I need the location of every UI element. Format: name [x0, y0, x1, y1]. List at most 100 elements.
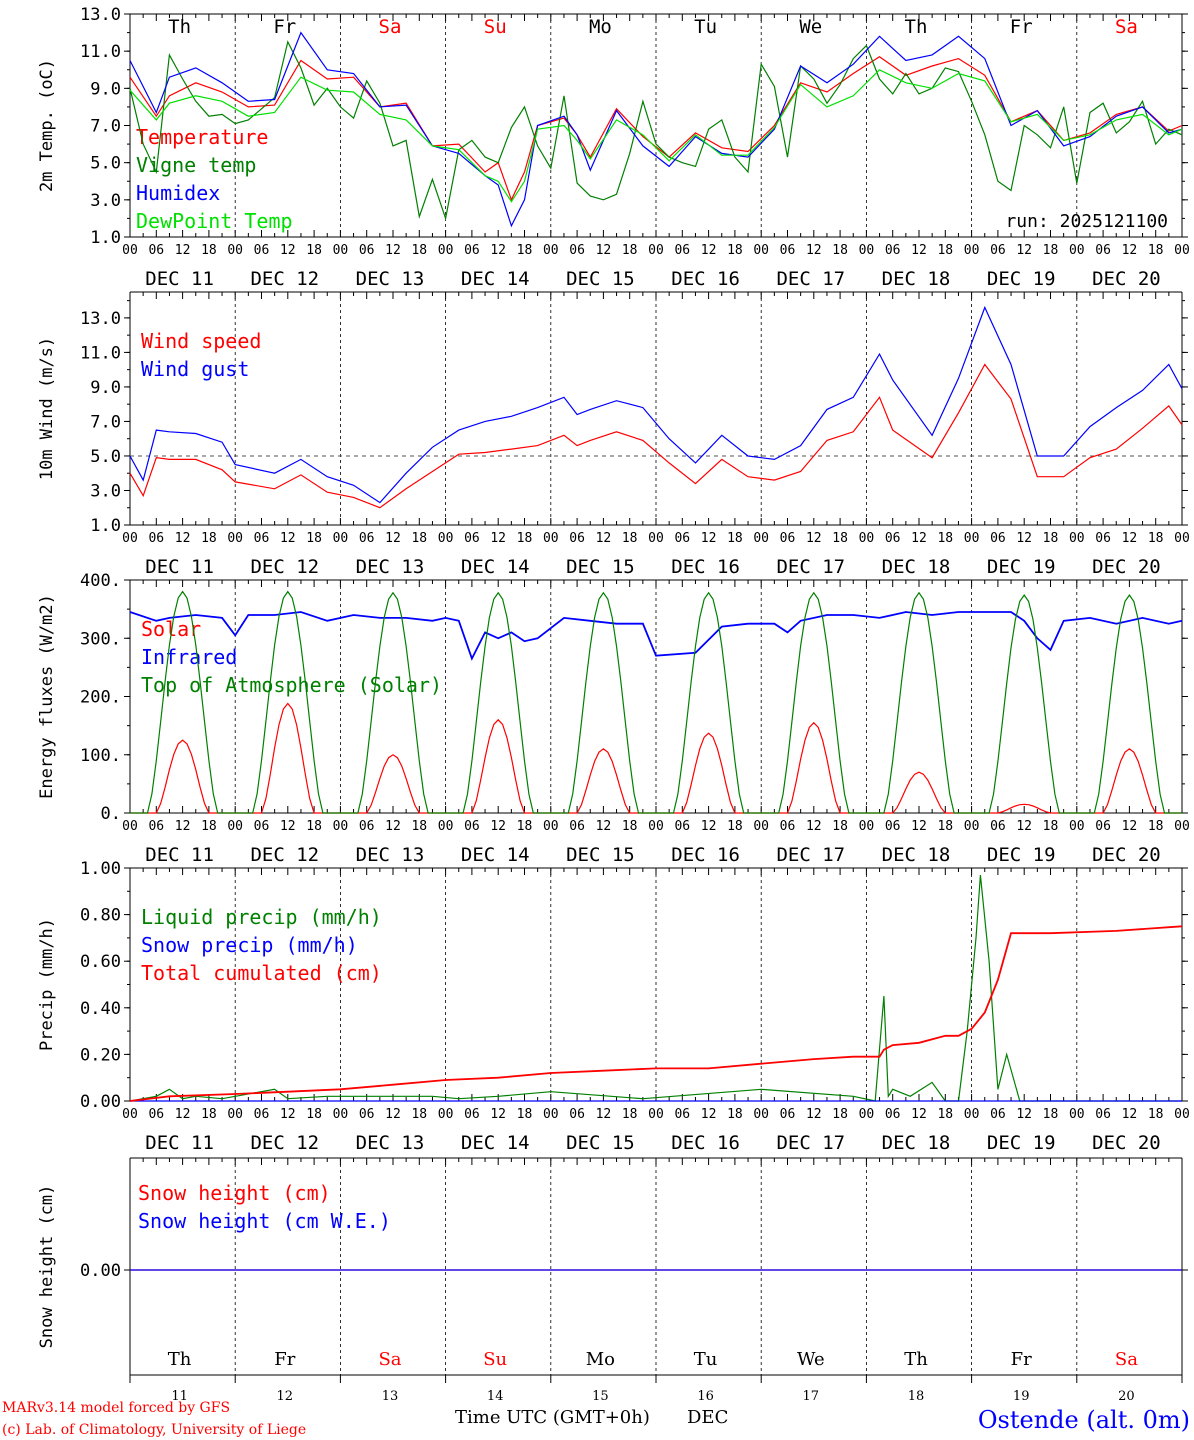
hour-label: 06: [674, 819, 690, 834]
hour-label: 18: [201, 531, 217, 546]
hour-label: 06: [464, 1107, 480, 1122]
hour-label: 18: [517, 531, 533, 546]
series-line-total-cumulated-cm-: [129, 925, 1183, 1102]
hour-label: 18: [306, 243, 322, 258]
hour-label: 18: [306, 531, 322, 546]
copyright: (c) Lab. of Climatology, University of L…: [2, 1422, 306, 1438]
hour-label: 06: [885, 819, 901, 834]
model-credit: MARv3.14 model forced by GFS: [2, 1400, 230, 1416]
hour-label: 06: [464, 243, 480, 258]
y-tick-label: 7.0: [90, 412, 121, 432]
y-tick-label: 11.0: [80, 42, 121, 62]
hour-label: 00: [964, 1107, 980, 1122]
hour-label: 12: [385, 1107, 401, 1122]
hour-label: 06: [148, 243, 164, 258]
day-label: DEC 20: [1092, 268, 1161, 290]
hour-label: 00: [333, 243, 349, 258]
legend-entry: Snow height (cm W.E.): [138, 1209, 391, 1233]
day-number: 13: [382, 1389, 399, 1404]
y-tick-label: 3.0: [90, 481, 121, 501]
hour-label: 00: [543, 243, 559, 258]
hour-label: 12: [806, 243, 822, 258]
hour-label: 00: [648, 1107, 664, 1122]
weekday-label: Th: [168, 1349, 192, 1370]
hour-label: 18: [411, 819, 427, 834]
panel-temp: 1.0 3.0 5.0 7.0 9.0 11.0 13.0 2m Temp. (oC) 00 06…: [37, 5, 1190, 290]
day-number: 18: [908, 1389, 925, 1404]
station-name: Ostende (alt. 0m): [978, 1406, 1190, 1434]
day-number: 11: [171, 1389, 188, 1404]
hour-label: 12: [385, 243, 401, 258]
legend-entry: Wind gust: [141, 357, 249, 381]
hour-label: 12: [911, 1107, 927, 1122]
run-label: run: 2025121100: [1005, 211, 1168, 232]
hour-label: 18: [1043, 1107, 1059, 1122]
hour-label: 00: [543, 819, 559, 834]
series-line-infrared: [129, 611, 1183, 661]
y-tick-label: 5.0: [90, 154, 121, 174]
hour-label: 00: [1174, 1107, 1190, 1122]
day-label: DEC 18: [882, 268, 951, 290]
hour-label: 18: [517, 1107, 533, 1122]
day-label: DEC 11: [145, 556, 214, 578]
series-line-wind-speed: [129, 363, 1183, 509]
hour-label: 12: [806, 1107, 822, 1122]
y-tick-label: 0.00: [80, 1092, 121, 1112]
hour-label: 00: [438, 819, 454, 834]
x-axis-month: DEC: [687, 1407, 728, 1428]
hour-label: 06: [1095, 531, 1111, 546]
hour-label: 12: [175, 243, 191, 258]
hour-label: 06: [148, 1107, 164, 1122]
hour-label: 12: [701, 1107, 717, 1122]
hour-label: 06: [1095, 1107, 1111, 1122]
hour-label: 00: [648, 243, 664, 258]
hour-label: 06: [885, 1107, 901, 1122]
day-label: DEC 18: [882, 1132, 951, 1154]
day-label: DEC 13: [356, 556, 425, 578]
y-tick-label: 9.0: [90, 79, 121, 99]
weekday-label: Su: [483, 1349, 507, 1370]
legend-entry: Liquid precip (mm/h): [141, 905, 382, 929]
hour-label: 00: [122, 1107, 138, 1122]
hour-label: 18: [1148, 243, 1164, 258]
hour-label: 00: [859, 819, 875, 834]
hour-label: 06: [569, 531, 585, 546]
y-tick-label: 0.00: [80, 1261, 121, 1281]
hour-label: 06: [780, 531, 796, 546]
y-axis-label: 10m Wind (m/s): [37, 337, 57, 480]
y-tick-label: 0.20: [80, 1045, 121, 1065]
day-label: DEC 19: [987, 1132, 1056, 1154]
hour-label: 06: [569, 819, 585, 834]
hour-label: 12: [385, 819, 401, 834]
hour-label: 18: [1148, 531, 1164, 546]
hour-label: 18: [622, 531, 638, 546]
weekday-label: Tu: [694, 1349, 718, 1370]
day-label: DEC 20: [1092, 844, 1161, 866]
day-label: DEC 12: [250, 1132, 319, 1154]
y-tick-label: 7.0: [90, 117, 121, 137]
y-tick-label: 5.0: [90, 447, 121, 467]
legend-entry: Wind speed: [141, 329, 261, 353]
hour-label: 06: [254, 531, 270, 546]
hour-label: 12: [1122, 531, 1138, 546]
hour-label: 12: [1122, 819, 1138, 834]
y-tick-label: 0.60: [80, 952, 121, 972]
hour-label: 00: [859, 531, 875, 546]
hour-label: 18: [832, 819, 848, 834]
weekday-label: Fr: [1010, 16, 1033, 38]
hour-label: 12: [175, 1107, 191, 1122]
weekday-label: Th: [904, 1349, 928, 1370]
day-number: 16: [697, 1389, 714, 1404]
hour-label: 18: [1043, 819, 1059, 834]
y-tick-label: 13.0: [80, 309, 121, 329]
day-label: DEC 18: [882, 844, 951, 866]
day-label: DEC 15: [566, 1132, 635, 1154]
day-label: DEC 11: [145, 268, 214, 290]
hour-label: 06: [674, 1107, 690, 1122]
hour-label: 18: [937, 1107, 953, 1122]
hour-label: 12: [280, 243, 296, 258]
weekday-label: We: [799, 16, 822, 38]
y-tick-label: 0.80: [80, 906, 121, 926]
legend-entry: Vigne temp: [136, 153, 256, 177]
